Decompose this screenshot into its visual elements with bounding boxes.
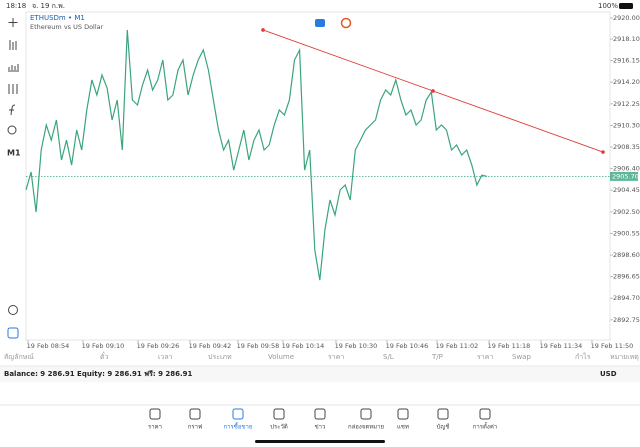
table-header: Swap xyxy=(512,353,531,361)
account-summary: Balance: 9 286.91 Equity: 9 286.91 ฟรี: … xyxy=(4,370,193,378)
y-tick-label: 2920.00 xyxy=(613,14,640,22)
app-icon[interactable] xyxy=(7,327,19,339)
zoom-tool[interactable] xyxy=(8,305,18,315)
chart-symbol: ETHUSDm • M1 xyxy=(30,14,85,22)
tab-icon[interactable] xyxy=(232,408,244,420)
tab-icon[interactable] xyxy=(479,408,491,420)
chart-description: Ethereum vs US Dollar xyxy=(30,23,104,31)
y-tick-label: 2894.70 xyxy=(613,294,640,302)
tab-icon[interactable] xyxy=(437,408,449,420)
y-tick-label: 2896.65 xyxy=(613,273,640,281)
crosshair-tool[interactable] xyxy=(8,18,18,27)
table-header: เวลา xyxy=(158,353,173,361)
tab-label[interactable]: แชท xyxy=(397,424,409,431)
y-tick-label: 2892.75 xyxy=(613,316,640,324)
tab-icon[interactable] xyxy=(149,408,161,420)
left-toolbar xyxy=(7,18,19,339)
y-tick-label: 2902.50 xyxy=(613,208,640,216)
y-tick-label: 2900.55 xyxy=(613,229,640,237)
account-bar xyxy=(0,367,640,382)
y-tick-label: 2898.60 xyxy=(613,251,640,259)
tab-label[interactable]: การซื้อขาย xyxy=(224,421,253,431)
x-tick-label: 19 Feb 11:34 xyxy=(540,342,583,350)
indicators-tool[interactable] xyxy=(8,84,18,94)
trendline-point[interactable] xyxy=(601,150,605,154)
y-tick-label: 2906.40 xyxy=(613,165,640,173)
table-header: หมายเหตุ xyxy=(610,353,639,361)
current-price-label: 2905.70 xyxy=(612,172,639,180)
x-tick-label: 19 Feb 09:58 xyxy=(237,342,280,350)
y-tick-label: 2912.25 xyxy=(613,100,640,108)
trendline-point[interactable] xyxy=(431,89,435,93)
y-tick-label: 2910.30 xyxy=(613,121,640,129)
tab-icon[interactable] xyxy=(273,408,285,420)
tab-icon[interactable] xyxy=(189,408,201,420)
objects-tool[interactable] xyxy=(7,125,17,135)
indicator-button[interactable] xyxy=(340,17,352,29)
current-price-box xyxy=(610,171,638,181)
table-header: T/P xyxy=(431,353,443,361)
table-header: ตั๋ว xyxy=(100,352,109,361)
x-tick-label: 19 Feb 10:30 xyxy=(335,342,378,350)
status-time: 18:18 xyxy=(6,2,26,10)
battery-icon xyxy=(619,3,633,9)
timeframe[interactable]: M1 xyxy=(7,149,21,158)
bars-tool[interactable] xyxy=(8,64,19,72)
tab-label[interactable]: กราฟ xyxy=(188,424,202,431)
home-indicator xyxy=(255,440,385,443)
x-tick-label: 19 Feb 09:10 xyxy=(82,342,125,350)
x-tick-label: 19 Feb 09:26 xyxy=(137,342,180,350)
status-battery: 100% xyxy=(598,2,618,10)
status-date: จ. 19 ก.พ. xyxy=(32,2,65,10)
y-tick-label: 2914.20 xyxy=(613,78,640,86)
table-header: กำไร xyxy=(575,352,591,361)
tab-icon[interactable] xyxy=(360,408,372,420)
y-tick-label: 2916.15 xyxy=(613,57,640,65)
tab-label[interactable]: กล่องจดหมาย xyxy=(348,424,384,431)
tab-icon[interactable] xyxy=(314,408,326,420)
tab-label[interactable]: ข่าว xyxy=(315,424,326,431)
x-tick-label: 19 Feb 08:54 xyxy=(27,342,70,350)
candle-tool[interactable] xyxy=(9,40,17,50)
trade-button[interactable] xyxy=(315,19,325,27)
x-tick-label: 19 Feb 11:50 xyxy=(591,342,634,350)
table-header: ราคา xyxy=(477,353,493,361)
trendline-point[interactable] xyxy=(261,28,265,32)
tab-label[interactable]: บัญชี xyxy=(437,423,450,431)
y-tick-label: 2904.45 xyxy=(613,186,640,194)
y-tick-label: 2908.35 xyxy=(613,143,640,151)
table-header: สัญลักษณ์ xyxy=(4,353,34,361)
table-header: S/L xyxy=(383,353,394,361)
table-header: Volume xyxy=(268,353,294,361)
x-tick-label: 19 Feb 11:02 xyxy=(436,342,479,350)
x-tick-label: 19 Feb 10:46 xyxy=(386,342,429,350)
account-currency: USD xyxy=(600,370,617,378)
price-line xyxy=(25,29,488,281)
function-tool[interactable] xyxy=(9,104,16,116)
x-tick-label: 19 Feb 10:14 xyxy=(282,342,325,350)
x-tick-label: 19 Feb 11:18 xyxy=(488,342,531,350)
y-tick-label: 2918.10 xyxy=(613,35,640,43)
x-tick-label: 19 Feb 09:42 xyxy=(189,342,232,350)
tab-label[interactable]: ประวัติ xyxy=(270,424,288,431)
tab-label[interactable]: การตั้งค่า xyxy=(473,421,497,431)
table-header: ราคา xyxy=(328,353,344,361)
table-header: ประเภท xyxy=(208,353,232,361)
tab-icon[interactable] xyxy=(397,408,409,420)
tab-label[interactable]: ราคา xyxy=(148,424,162,431)
